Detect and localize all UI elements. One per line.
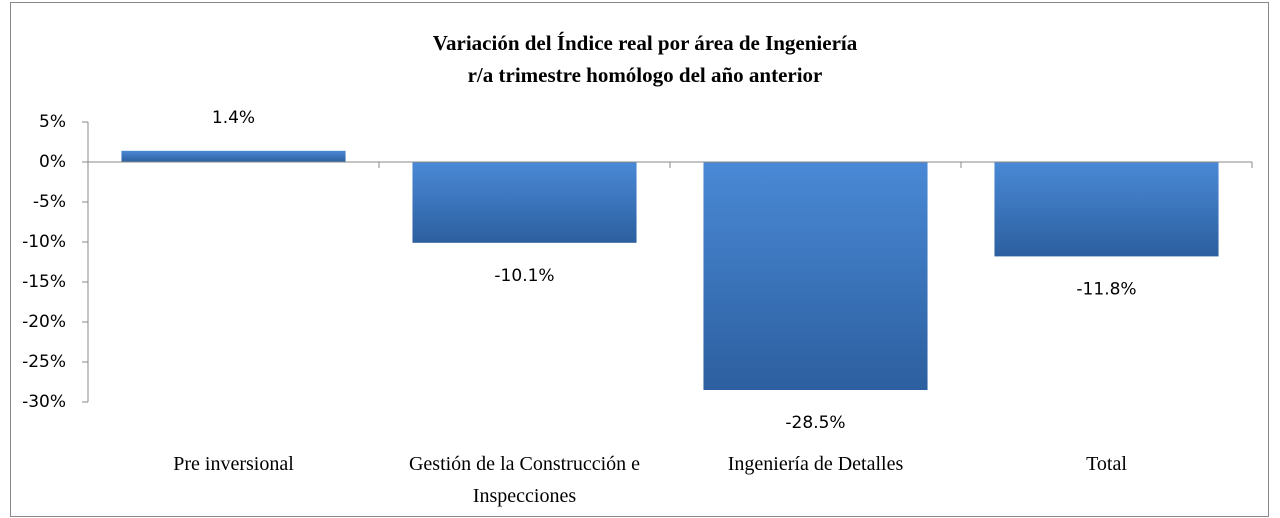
- y-tick-label: -25%: [22, 352, 66, 372]
- y-tick-label: -10%: [22, 232, 66, 252]
- y-tick-label: -15%: [22, 272, 66, 292]
- chart-title: Variación del Índice real por área de In…: [433, 31, 858, 55]
- chart-border: [10, 2, 1269, 517]
- bar: [703, 162, 928, 390]
- x-tick-label: Total: [1086, 453, 1127, 475]
- data-label: -11.8%: [1076, 279, 1136, 299]
- data-label: -28.5%: [785, 413, 845, 433]
- x-tick-label: Ingeniería de Detalles: [727, 453, 904, 475]
- x-tick-label: Pre inversional: [173, 453, 294, 475]
- x-tick-label: Gestión de la Construcción e Inspeccione…: [408, 453, 641, 507]
- bar: [994, 162, 1219, 257]
- chart-subtitle: r/a trimestre homólogo del año anterior: [468, 63, 823, 87]
- bar: [412, 162, 637, 243]
- y-tick-label: 5%: [39, 112, 66, 132]
- y-tick-label: -5%: [33, 192, 66, 212]
- data-label: 1.4%: [212, 108, 255, 128]
- y-tick-label: -30%: [22, 392, 66, 412]
- bar: [121, 150, 346, 162]
- y-tick-label: 0%: [39, 152, 66, 172]
- y-tick-label: -20%: [22, 312, 66, 332]
- data-label: -10.1%: [494, 266, 554, 286]
